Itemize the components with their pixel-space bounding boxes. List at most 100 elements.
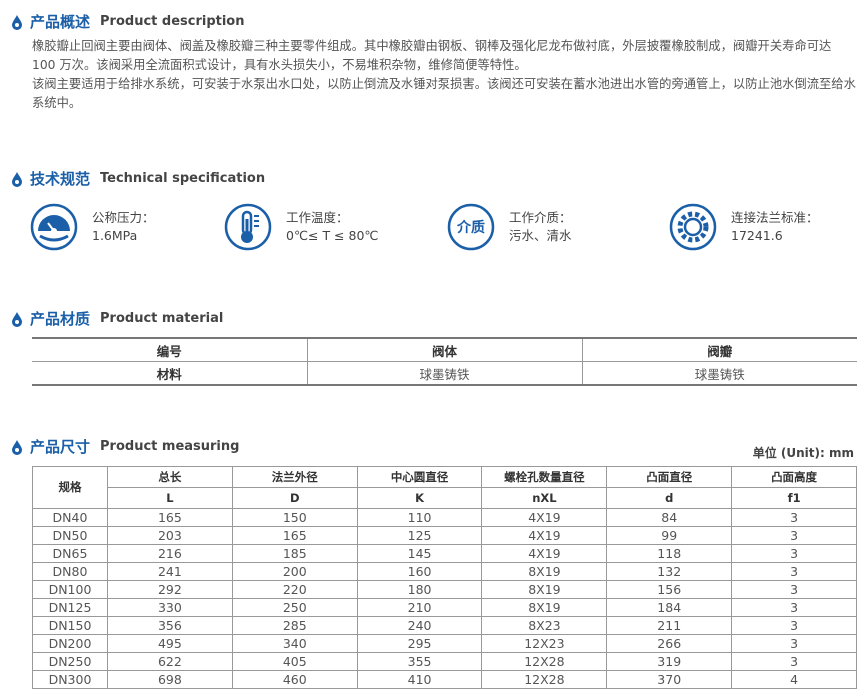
table-cell: DN65 [32,544,108,563]
header-cell: 螺栓孔数量直径 [481,466,608,488]
table-cell: 200 [231,562,358,581]
table-cell: 132 [606,562,733,581]
table-cell: 319 [606,652,733,671]
section-heading: 技术规范 Technical specification [10,168,265,189]
table-cell: 184 [606,598,733,617]
table-cell: 4 [731,670,857,689]
table-cell: 698 [107,670,233,689]
table-row: 编号 阀体 阀瓣 [32,337,857,362]
section-heading: 产品概述 Product description [10,11,245,32]
spec-item: 介质 工作介质： 污水、清水 [447,203,572,251]
table-cell: DN50 [32,526,108,545]
table-cell: 340 [231,634,358,653]
table-cell: 160 [356,562,483,581]
table-cell: 370 [606,670,733,689]
symbol-cell: nXL [481,487,608,509]
symbol-cell: L [107,487,233,509]
section-heading: 产品尺寸 Product measuring [10,436,239,457]
table-cell: 150 [231,508,358,527]
heading-en: Technical specification [100,171,266,186]
heading-cn: 产品材质 [30,310,91,328]
gauge-icon [30,203,78,251]
heading-en: Product material [100,311,224,326]
table-cell: 292 [107,580,233,599]
table-cell: 165 [231,526,358,545]
heading-en: Product description [100,14,245,29]
table-cell: 8X23 [481,616,608,635]
paragraph: 橡胶瓣止回阀主要由阀体、阀盖及橡胶瓣三种主要零件组成。其中橡胶瓣由钢板、钢棒及强… [32,39,832,72]
table-cell: 材料 [32,361,307,386]
heading-cn: 产品尺寸 [30,438,91,456]
table-cell: 266 [606,634,733,653]
table-cell: 99 [606,526,733,545]
spec-item: 工作温度： 0℃≤ T ≤ 80℃ [224,203,378,251]
spec-item: 连接法兰标准： 17241.6 [669,203,819,251]
material-table: 编号 阀体 阀瓣 材料 球墨铸铁 球墨铸铁 [32,337,857,386]
table-cell: 356 [107,616,233,635]
spec-value: 17241.6 [731,228,783,243]
table-cell: 3 [731,616,857,635]
symbol-cell: f1 [731,487,857,509]
drop-icon [12,439,22,455]
table-cell: 3 [731,508,857,527]
drop-icon [12,311,22,327]
table-cell: 180 [356,580,483,599]
header-cell: 凸面高度 [731,466,857,488]
table-cell: DN200 [32,634,108,653]
section-heading: 产品材质 Product material [10,308,223,329]
unit: 单位 (Unit): mm [752,446,854,460]
table-cell: 3 [731,652,857,671]
icon-text: 介质 [456,219,485,236]
paragraph: 该阀主要适用于给排水系统，可安装于水泵出水口处，以防止倒流及水锤对泵损害。该阀还… [32,77,856,110]
header-cell: 法兰外径 [231,466,358,488]
header-row: 规格 总长 法兰外径 中心圆直径 螺栓孔数量直径 凸面直径 凸面高度 [32,466,857,509]
symbol-cell: d [606,487,733,509]
description: 橡胶瓣止回阀主要由阀体、阀盖及橡胶瓣三种主要零件组成。其中橡胶瓣由钢板、钢棒及强… [32,37,858,113]
table-cell: DN125 [32,598,108,617]
table-row: DN65 216 185 145 4X19 118 3 [32,544,857,563]
header-cell: 中心圆直径 [356,466,483,488]
table-row: DN150 356 285 240 8X23 211 3 [32,616,857,635]
table-cell: 165 [107,508,233,527]
table-cell: 8X19 [481,580,608,599]
table-cell: 330 [107,598,233,617]
table-cell: 240 [356,616,483,635]
table-cell: 球墨铸铁 [581,361,857,386]
table-cell: 84 [606,508,733,527]
table-cell: 3 [731,526,857,545]
table-cell: 8X19 [481,562,608,581]
symbol-cell: D [231,487,358,509]
table-cell: 185 [231,544,358,563]
table-cell: 241 [107,562,233,581]
table-cell: 12X28 [481,652,608,671]
drop-icon [12,171,22,187]
table-cell: 12X23 [481,634,608,653]
table-row: DN100 292 220 180 8X19 156 3 [32,580,857,599]
table-cell: 阀体 [306,337,582,362]
spec-value: 0℃≤ T ≤ 80℃ [286,228,379,243]
heading-en: Product measuring [100,439,240,454]
table-row: DN125 330 250 210 8X19 184 3 [32,598,857,617]
table-cell: 12X28 [481,670,608,689]
table-cell: 220 [231,580,358,599]
table-cell: 285 [231,616,358,635]
table-row: 材料 球墨铸铁 球墨铸铁 [32,361,857,386]
table-cell: 295 [356,634,483,653]
spec-label: 连接法兰标准： [731,210,819,225]
table-cell: 355 [356,652,483,671]
spec-value: 1.6MPa [92,228,138,243]
table-cell: DN250 [32,652,108,671]
gear-icon [669,203,717,251]
spec-label: 公称压力： [92,210,155,225]
table-cell: DN40 [32,508,108,527]
table-cell: 4X19 [481,526,608,545]
thermometer-icon [224,203,272,251]
table-cell: 4X19 [481,544,608,563]
drop-icon [12,14,22,30]
table-cell: DN80 [32,562,108,581]
table-cell: 3 [731,562,857,581]
table-cell: DN100 [32,580,108,599]
